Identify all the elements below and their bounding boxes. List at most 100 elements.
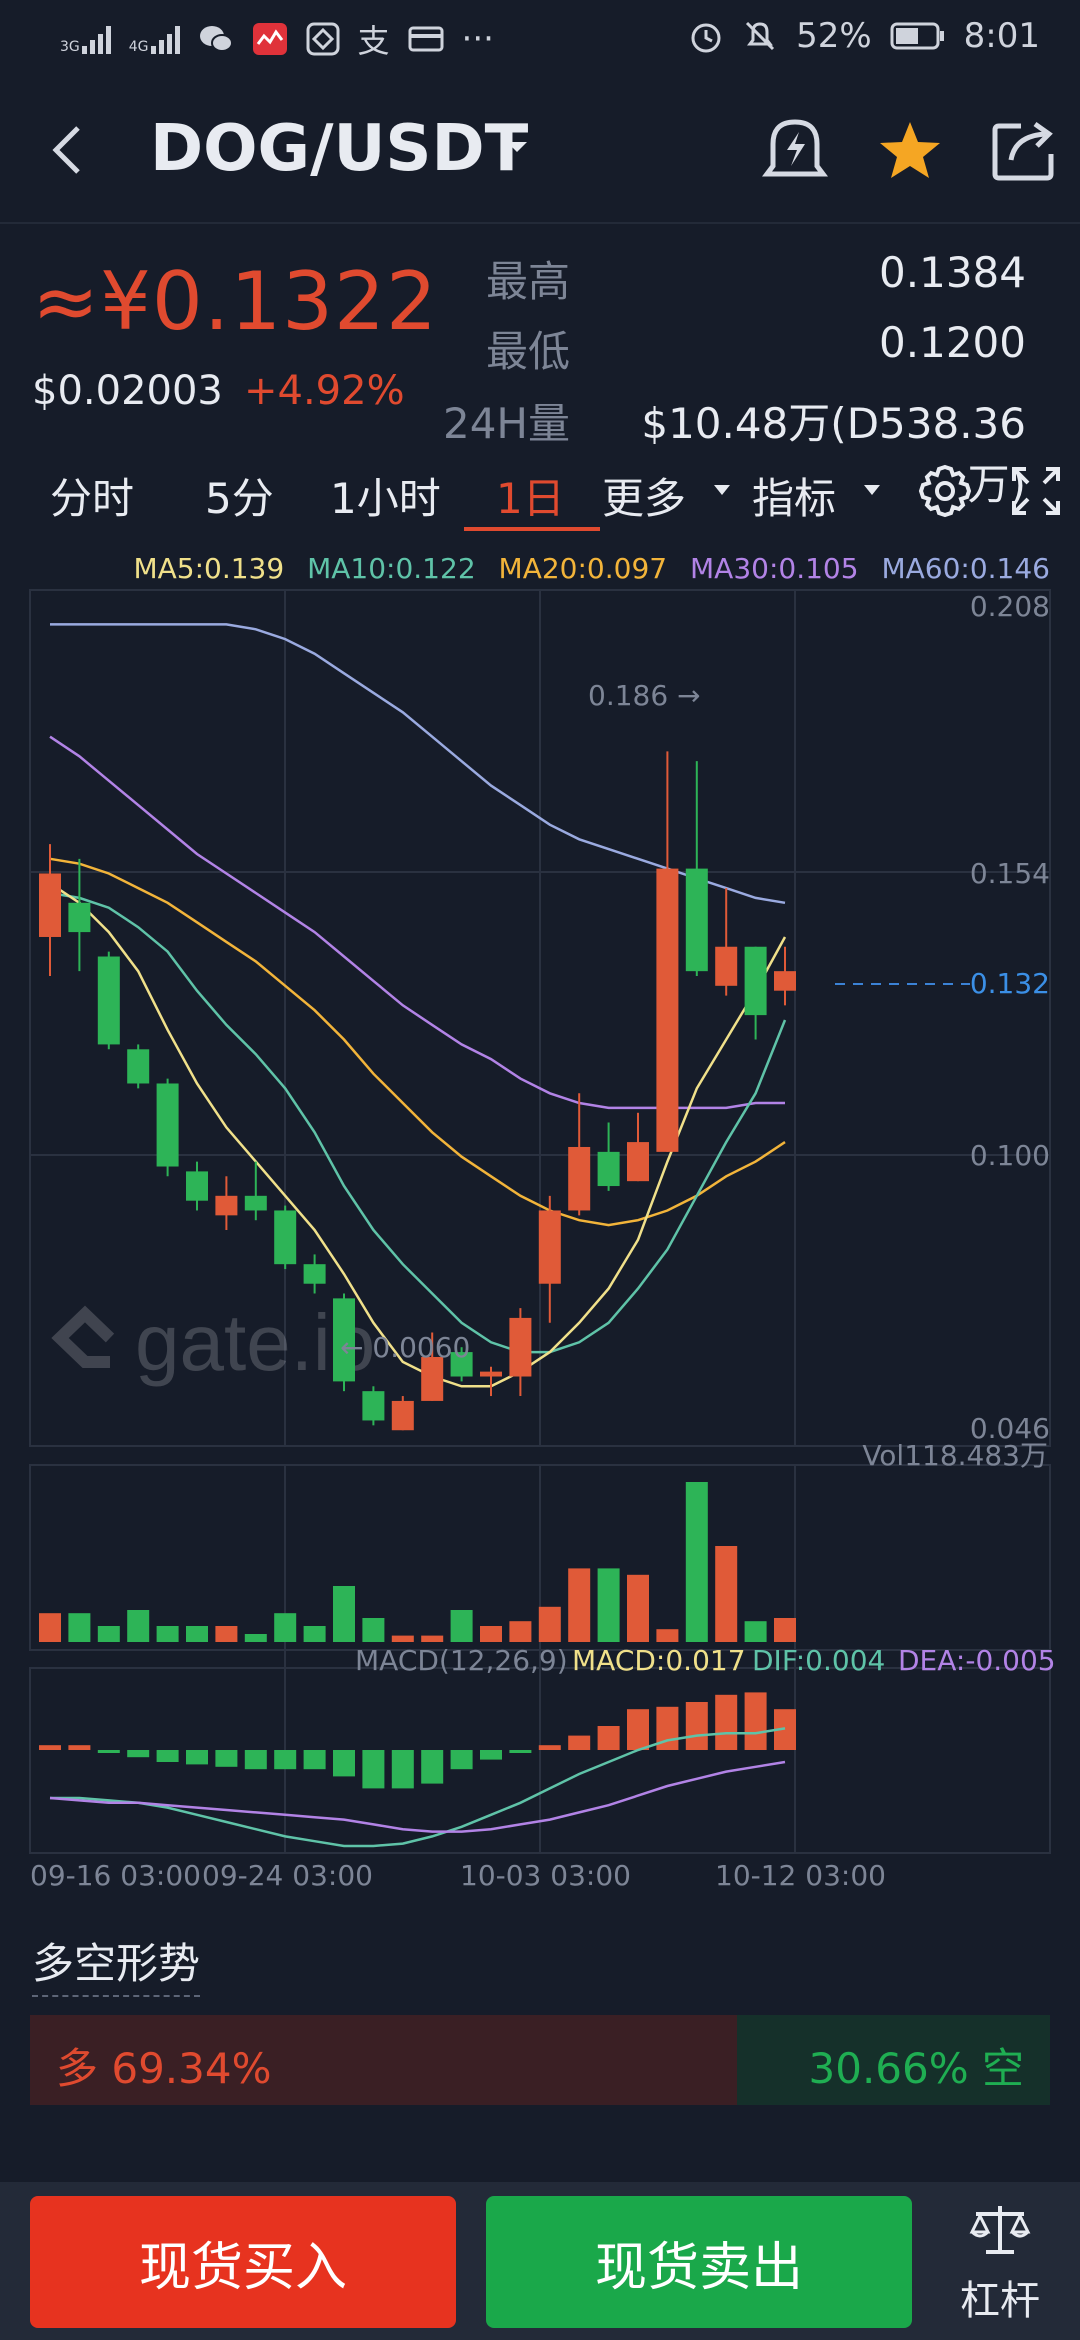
volume-label: 24H量: [442, 399, 570, 448]
ma60-line: [50, 623, 786, 905]
macd-bar: [597, 1726, 620, 1750]
card-icon: [408, 26, 444, 52]
volume-bar: [656, 1629, 679, 1642]
top-nav: DOG/USDT: [0, 90, 1080, 220]
volume-bar: [156, 1626, 179, 1642]
status-left: 3G 4G 支 ···: [60, 16, 494, 62]
chevron-down-icon[interactable]: [505, 138, 529, 158]
indicator-dropdown-icon[interactable]: [862, 483, 882, 499]
battery-icon: [890, 22, 944, 50]
favorite-star-icon[interactable]: [870, 110, 950, 190]
spot-buy-button[interactable]: 现货买入: [30, 2196, 456, 2328]
fullscreen-icon[interactable]: [1010, 465, 1062, 517]
ma20-line: [49, 857, 786, 1227]
macd-bar: [333, 1750, 355, 1777]
candle-body: [303, 1264, 326, 1284]
volume-bar: [744, 1621, 767, 1642]
candle-body: [274, 1210, 297, 1265]
y-label-100: 0.100: [970, 1139, 1050, 1172]
candle-body: [685, 868, 708, 972]
usd-price: $0.02003: [32, 368, 223, 414]
tab-1hour[interactable]: 1小时: [330, 474, 441, 523]
spot-sell-button[interactable]: 现货卖出: [486, 2196, 912, 2328]
short-segment: [737, 2015, 1050, 2105]
macd-value: MACD:0.017: [572, 1644, 746, 1677]
volume-bar: [186, 1626, 208, 1642]
overflow-dots: ···: [461, 19, 494, 59]
gear-icon[interactable]: [915, 461, 975, 521]
alipay-icon: 支: [357, 22, 390, 60]
macd-bar: [274, 1750, 297, 1770]
low-value: 0.1200: [879, 318, 1026, 367]
alarm-icon: [691, 23, 721, 53]
macd-bar: [744, 1692, 767, 1750]
candle-body: [568, 1146, 591, 1211]
candle-body: [656, 868, 679, 1152]
volume-bar: [627, 1574, 649, 1642]
network-2-label: 4G: [128, 39, 149, 55]
volume-bars: [39, 1482, 796, 1642]
macd-bar: [97, 1750, 120, 1753]
volume-bar: [391, 1635, 414, 1642]
tab-5min[interactable]: 5分: [205, 474, 274, 523]
volume-bar: [774, 1618, 796, 1642]
wechat-icon: [199, 26, 233, 52]
y-label-current: 0.132: [970, 967, 1050, 1000]
active-tab-indicator: [464, 527, 600, 531]
y-label-top: 0.208: [970, 590, 1050, 623]
macd-bar: [156, 1750, 179, 1762]
share-icon[interactable]: [985, 110, 1065, 190]
leverage-button[interactable]: 杠杆: [940, 2200, 1060, 2330]
high-value: 0.1384: [879, 248, 1026, 297]
mute-bell-icon: [746, 21, 775, 51]
candle-body: [421, 1356, 444, 1401]
dea-line: [49, 1760, 786, 1833]
macd-bar: [244, 1750, 267, 1770]
candle-body: [186, 1171, 208, 1201]
candle-body: [597, 1151, 620, 1187]
leverage-label: 杠杆: [960, 2278, 1040, 2324]
dea-value: DEA:-0.005: [898, 1644, 1056, 1677]
candles: [39, 751, 796, 1431]
x-tick-label: 09-16 03:00: [30, 1859, 201, 1892]
balance-scale-icon: [969, 2206, 1031, 2254]
tab-indicators[interactable]: 指标: [752, 474, 837, 523]
candle-body: [68, 902, 91, 933]
candle-body: [480, 1371, 502, 1377]
ma10-line: [49, 891, 787, 1354]
price-alert-bell-icon[interactable]: [755, 110, 835, 190]
long-segment: [30, 2015, 737, 2105]
candle-body: [215, 1195, 238, 1216]
y-label-154: 0.154: [970, 857, 1050, 890]
long-short-bar: 多 69.34% 30.66% 空: [30, 2015, 1050, 2105]
volume-bar: [509, 1621, 532, 1642]
volume-bar: [97, 1626, 120, 1642]
macd-histogram: [39, 1692, 796, 1789]
ma-legend: MA5:0.139 MA10:0.122 MA20:0.097 MA30:0.1…: [0, 552, 1050, 585]
macd-bar: [68, 1745, 91, 1750]
battery-percent: 52%: [796, 16, 872, 56]
volume-label: Vol118.483万: [862, 1439, 1048, 1472]
last-price: ≈¥0.1322: [32, 255, 438, 348]
status-right: 52% 8:01: [688, 16, 1040, 56]
tab-more[interactable]: 更多: [602, 474, 687, 523]
macd-bar: [509, 1750, 532, 1753]
gate-logo-watermark: gate.io: [51, 1298, 375, 1387]
dif-value: DIF:0.004: [752, 1644, 885, 1677]
ma30-label: MA30:0.105: [690, 552, 859, 585]
macd-params: MACD(12,26,9): [355, 1644, 568, 1677]
candle-body: [127, 1049, 150, 1084]
network-1-label: 3G: [60, 39, 80, 55]
sentiment-title: 多空形势: [32, 1930, 201, 1997]
volume-bar: [685, 1482, 708, 1642]
volume-value: $10.48万(D538.36万): [641, 399, 1026, 509]
tab-time-share[interactable]: 分时: [50, 474, 135, 523]
back-icon[interactable]: [40, 110, 100, 190]
pair-selector[interactable]: DOG/USDT: [150, 112, 529, 186]
volume-bar: [538, 1606, 561, 1642]
tab-1day[interactable]: 1日: [496, 474, 565, 523]
high-label: 最高: [485, 257, 570, 306]
kline-chart[interactable]: gate.io 0.208 0.154 0.132 0.100 0.046 0.…: [0, 580, 1080, 1900]
signal-4g-icon: 4G: [129, 24, 180, 54]
more-dropdown-icon[interactable]: [712, 483, 732, 499]
